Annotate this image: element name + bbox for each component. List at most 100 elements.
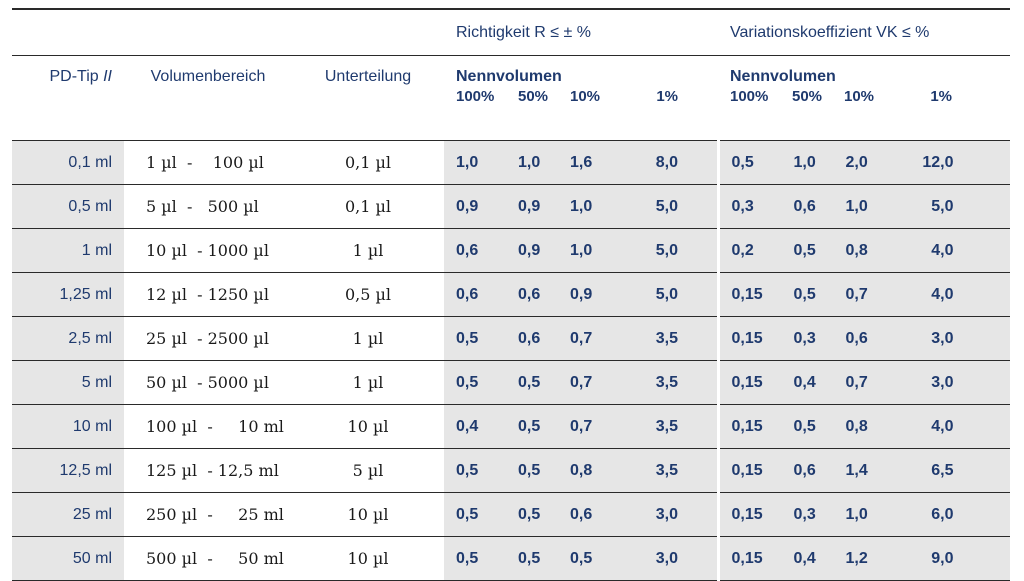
- richtigkeit-value: 0,6: [570, 505, 593, 523]
- value-group: 0,15 0,4 1,2 9,0: [720, 550, 1011, 568]
- variation-value: 0,8: [845, 241, 868, 259]
- value-group: 0,15 0,4 0,7 3,0: [720, 374, 1011, 392]
- variation-values: 0,15 0,6 1,4 6,5: [716, 448, 1011, 493]
- richtigkeit-value: 3,0: [655, 549, 678, 567]
- richtigkeit-value: 3,5: [655, 373, 678, 391]
- richtigkeit-value: 3,5: [655, 329, 678, 347]
- unterteilung-cell: 10 µl: [292, 404, 444, 449]
- variation-values: 0,2 0,5 0,8 4,0: [716, 228, 1010, 273]
- variation-values: 0,3 0,6 1,0 5,0: [716, 184, 1011, 229]
- variation-values: 0,15 0,4 0,7 3,0: [716, 360, 1011, 405]
- unterteilung-cell: 0,5 µl: [292, 272, 444, 317]
- richtigkeit-value: 0,8: [570, 461, 593, 479]
- variation-value: 0,3: [731, 197, 754, 215]
- unterteilung-cell: 1 µl: [292, 360, 444, 405]
- variation-value: 1,0: [845, 505, 868, 523]
- unterteilung-cell: 5 µl: [292, 448, 444, 493]
- richtigkeit-values: 0,6 0,6 0,9 5,0: [444, 272, 718, 317]
- variation-value: 0,3: [793, 329, 816, 347]
- richtigkeit-value: 0,5: [456, 549, 479, 567]
- richtigkeit-value: 0,5: [456, 329, 479, 347]
- unterteilung-cell: 0,1 µl: [292, 184, 444, 229]
- variation-value: 0,4: [793, 373, 816, 391]
- value-group: 0,6 0,6 0,9 5,0: [444, 286, 717, 304]
- pd-tip-cell: 1 ml: [12, 228, 124, 273]
- table-row: 12,5 ml 125 µl - 12,5 ml 5 µl 0,5 0,5 0,8 3,5 0…: [12, 448, 1011, 493]
- richtigkeit-value: 0,9: [456, 197, 479, 215]
- unterteilung-cell: 0,1 µl: [292, 140, 444, 185]
- value-group: 0,15 0,6 1,4 6,5: [720, 462, 1011, 480]
- variation-value: 0,5: [793, 417, 816, 435]
- volumenbereich-cell: 1 µl - 100 µl: [124, 140, 292, 185]
- variation-value: 0,6: [793, 197, 816, 215]
- variation-subheader: Nennvolumen 100% 50% 10% 1%: [718, 55, 1010, 141]
- richtigkeit-value: 0,7: [570, 373, 593, 391]
- variation-value: 1,4: [845, 461, 868, 479]
- volumenbereich-cell: 250 µl - 25 ml: [124, 492, 292, 537]
- richtigkeit-values: 0,6 0,9 1,0 5,0: [444, 228, 718, 273]
- table-row: 1 ml 10 µl - 1000 µl 1 µl 0,6 0,9 1,0 5,0 0,2 0,…: [12, 228, 1010, 273]
- richtigkeit-value: 1,6: [570, 153, 593, 171]
- richtigkeit-value: 0,6: [518, 285, 541, 303]
- table-row: 5 ml 50 µl - 5000 µl 1 µl 0,5 0,5 0,7 3,5 0,15 0…: [12, 360, 1011, 405]
- richtigkeit-header: Richtigkeit R ≤ ± %: [444, 8, 718, 56]
- group-header-row: Richtigkeit R ≤ ± % Variationskoeffizien…: [12, 8, 1010, 56]
- table-row: 25 ml 250 µl - 25 ml 10 µl 0,5 0,5 0,6 3,0 0,15…: [12, 492, 1011, 537]
- table-row: 1,25 ml 12 µl - 1250 µl 0,5 µl 0,6 0,6 0,9 5,0…: [12, 272, 1011, 317]
- variation-value: 0,8: [845, 417, 868, 435]
- richtigkeit-values: 0,5 0,5 0,7 3,5: [444, 360, 718, 405]
- variation-values: 0,15 0,3 0,6 3,0: [716, 316, 1010, 361]
- richtigkeit-value: 3,5: [655, 417, 678, 435]
- percent-labels: 100% 50% 10% 1%: [730, 88, 952, 105]
- variation-value: 1,0: [845, 197, 868, 215]
- value-group: 0,5 0,5 0,5 3,0: [444, 550, 717, 568]
- variation-value: 0,3: [793, 505, 816, 523]
- variation-value: 5,0: [931, 197, 954, 215]
- table-row: 2,5 ml 25 µl - 2500 µl 1 µl 0,5 0,6 0,7 3,5 0,1…: [12, 316, 1010, 361]
- value-group: 0,15 0,5 0,7 4,0: [720, 286, 1011, 304]
- variation-value: 4,0: [931, 417, 954, 435]
- pd-tip-cell: 0,1 ml: [12, 140, 124, 185]
- richtigkeit-value: 8,0: [655, 153, 678, 171]
- volumenbereich-cell: 100 µl - 10 ml: [124, 404, 292, 449]
- variation-value: 6,5: [931, 461, 954, 479]
- richtigkeit-value: 0,9: [518, 241, 541, 259]
- richtigkeit-value: 1,0: [518, 153, 541, 171]
- richtigkeit-value: 0,5: [518, 417, 541, 435]
- richtigkeit-value: 0,7: [570, 329, 593, 347]
- pd-tip-cell: 2,5 ml: [12, 316, 124, 361]
- variation-values: 0,5 1,0 2,0 12,0: [716, 140, 1011, 185]
- pd-tip-cell: 12,5 ml: [12, 448, 124, 493]
- richtigkeit-value: 0,9: [518, 197, 541, 215]
- variation-values: 0,15 0,5 0,8 4,0: [716, 404, 1011, 449]
- value-group: 1,0 1,0 1,6 8,0: [444, 154, 717, 172]
- value-group: 0,3 0,6 1,0 5,0: [720, 198, 1011, 216]
- richtigkeit-value: 0,5: [518, 549, 541, 567]
- table-row: 10 ml 100 µl - 10 ml 10 µl 0,4 0,5 0,7 3,5 0,15…: [12, 404, 1011, 449]
- richtigkeit-value: 3,5: [655, 461, 678, 479]
- unterteilung-cell: 1 µl: [292, 228, 444, 273]
- value-group: 0,15 0,5 0,8 4,0: [720, 418, 1011, 436]
- value-group: 0,15 0,3 1,0 6,0: [720, 506, 1011, 524]
- richtigkeit-values: 0,4 0,5 0,7 3,5: [444, 404, 718, 449]
- richtigkeit-value: 5,0: [655, 197, 678, 215]
- nennvolumen-label: Nennvolumen: [730, 68, 836, 85]
- volumenbereich-cell: 12 µl - 1250 µl: [124, 272, 292, 317]
- richtigkeit-value: 0,4: [456, 417, 479, 435]
- variationskoeffizient-header: Variationskoeffizient VK ≤ %: [718, 8, 1010, 56]
- value-group: 0,5 1,0 2,0 12,0: [720, 154, 1011, 172]
- richtigkeit-value: 1,0: [456, 153, 479, 171]
- variation-value: 0,7: [845, 373, 868, 391]
- variation-value: 0,2: [731, 241, 754, 259]
- richtigkeit-value: 0,6: [456, 241, 479, 259]
- variation-value: 1,0: [793, 153, 816, 171]
- richtigkeit-value: 0,5: [456, 461, 479, 479]
- pd-tip-cell: 0,5 ml: [12, 184, 124, 229]
- richtigkeit-subheader: Nennvolumen 100% 50% 10% 1%: [444, 55, 718, 141]
- richtigkeit-values: 0,9 0,9 1,0 5,0: [444, 184, 718, 229]
- variation-value: 0,5: [793, 285, 816, 303]
- richtigkeit-value: 5,0: [655, 241, 678, 259]
- variation-value: 0,15: [731, 505, 763, 523]
- richtigkeit-value: 0,6: [518, 329, 541, 347]
- richtigkeit-value: 0,6: [456, 285, 479, 303]
